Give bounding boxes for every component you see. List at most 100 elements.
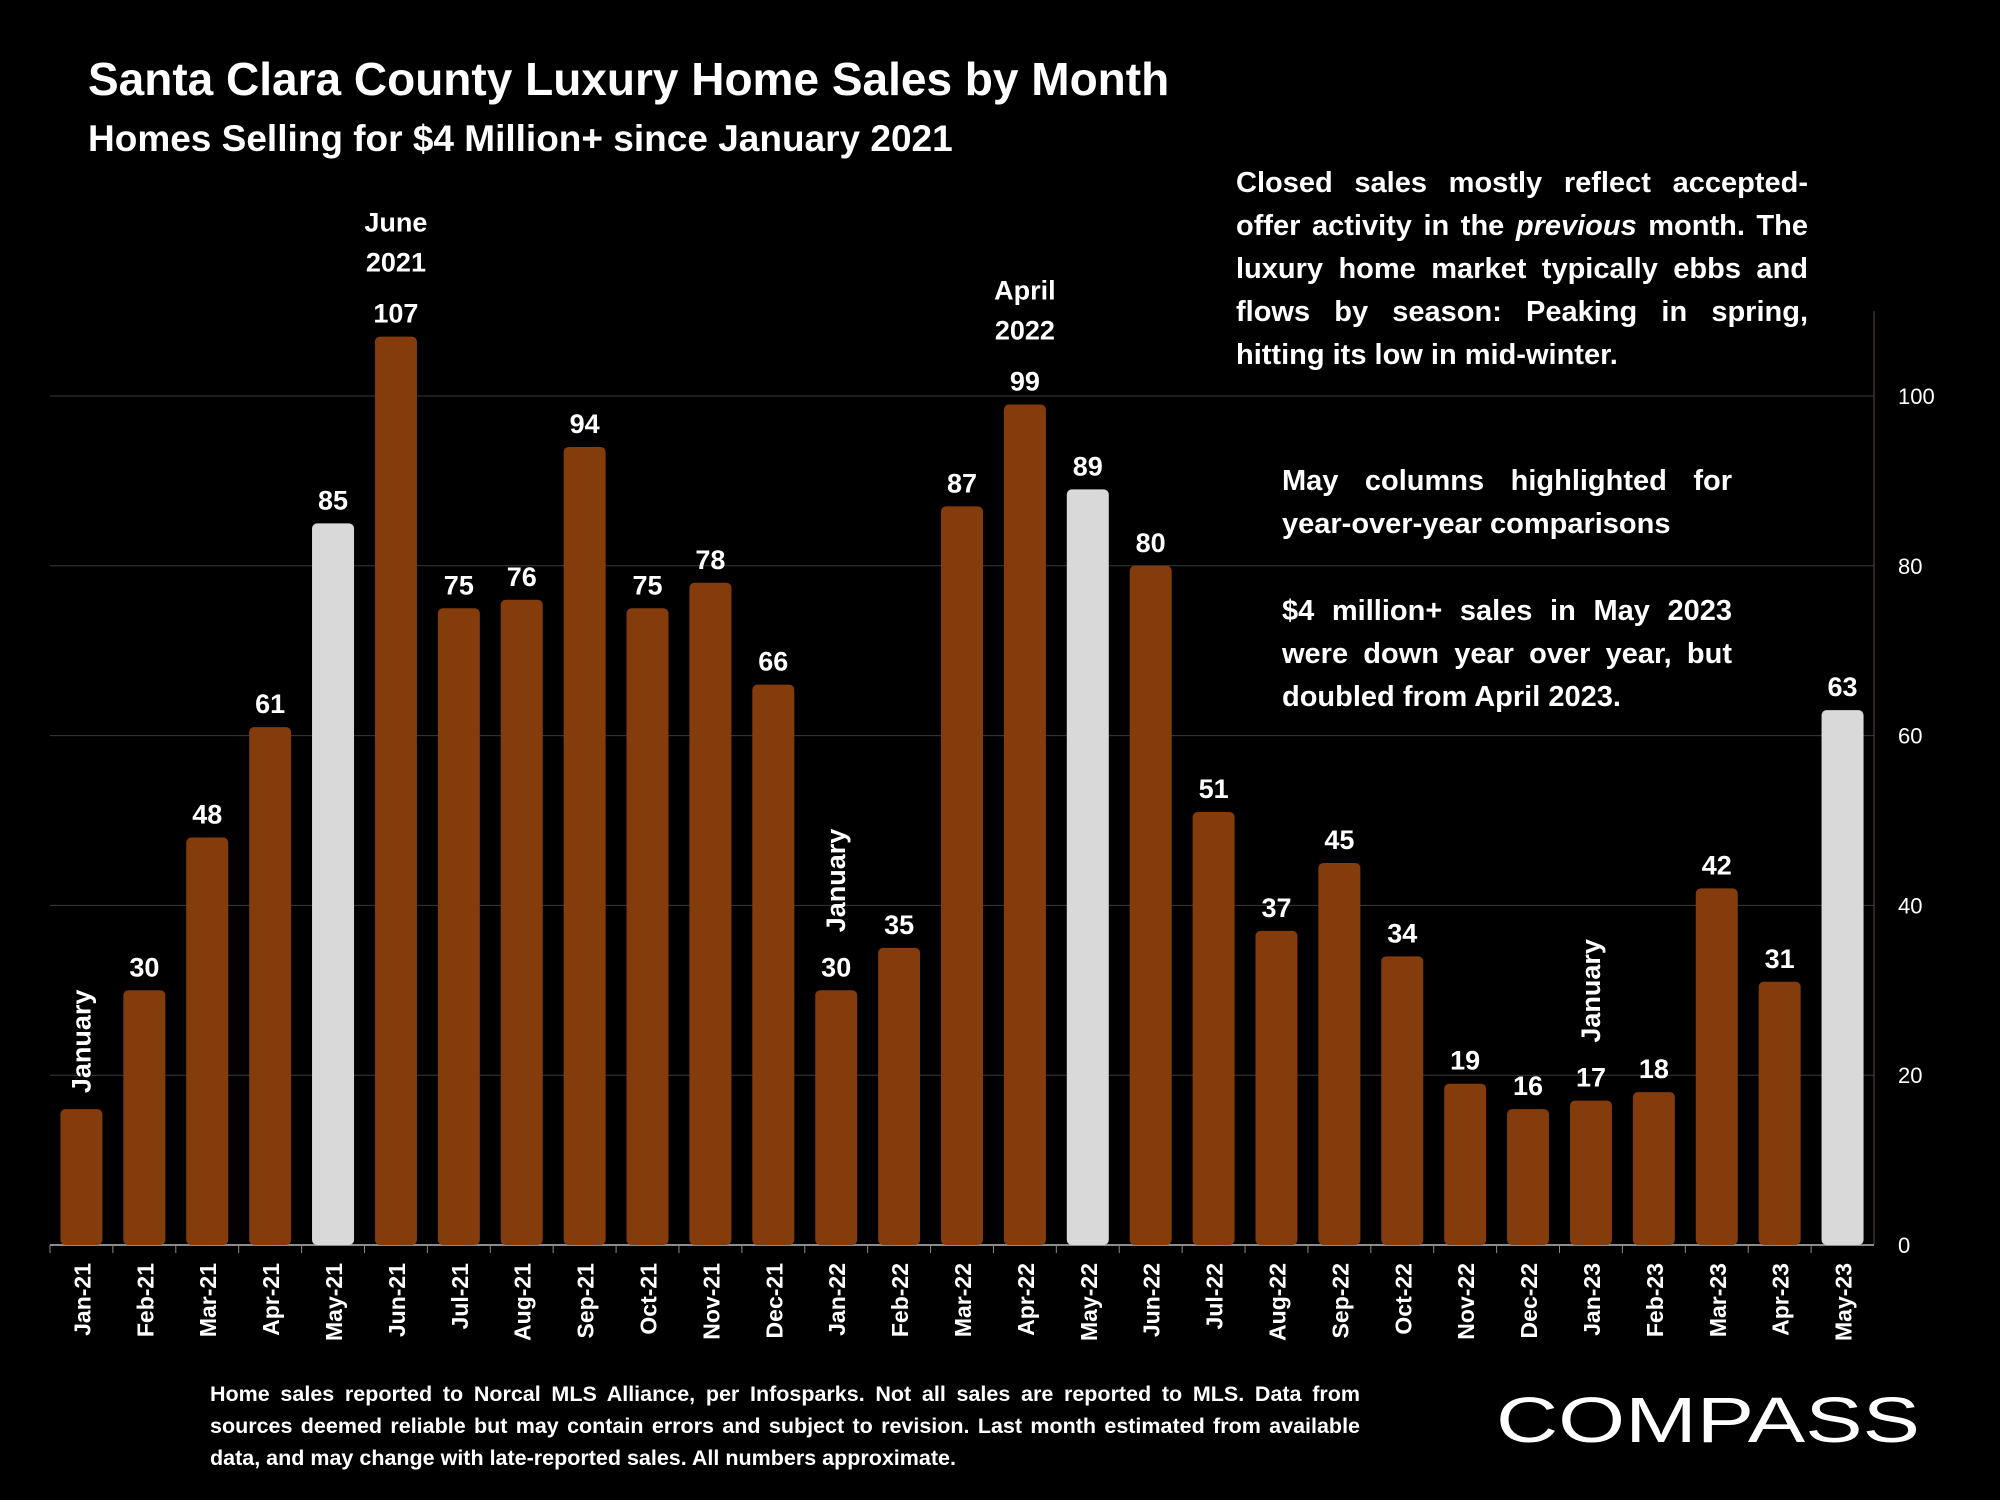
x-tick-label: Feb-22 <box>887 1263 913 1337</box>
x-tick-label: Mar-21 <box>195 1263 221 1337</box>
january-annotation: January <box>821 829 851 933</box>
bar-may-23 <box>1821 710 1864 1245</box>
x-tick-label: May-23 <box>1831 1263 1857 1341</box>
data-label: 78 <box>695 545 725 575</box>
x-tick-label: Dec-21 <box>761 1263 787 1339</box>
january-annotation: January <box>1576 939 1606 1043</box>
x-tick-label: Mar-22 <box>950 1263 976 1337</box>
seasonality-note-emphasis: previous <box>1515 210 1637 242</box>
seasonality-note-text-b: month. The luxury home market typically … <box>1236 210 1808 371</box>
compass-logo: COMPASS <box>1496 1384 1920 1454</box>
x-tick-label: Jan-23 <box>1579 1263 1605 1336</box>
x-tick-label: Jan-22 <box>824 1263 850 1336</box>
x-tick-label: Dec-22 <box>1516 1263 1542 1338</box>
x-tick-label: Jan-21 <box>69 1263 95 1336</box>
data-label: 42 <box>1702 850 1732 880</box>
data-label: 61 <box>255 689 285 719</box>
x-tick-label: Nov-22 <box>1453 1263 1479 1340</box>
x-tick-label: May-22 <box>1076 1263 1102 1341</box>
x-tick-label: Apr-23 <box>1768 1263 1794 1336</box>
may-2023-note: $4 million+ sales in May 2023 were down … <box>1282 595 1732 713</box>
bar-jun-22 <box>1129 565 1172 1245</box>
data-label: 30 <box>821 952 851 982</box>
data-label: 31 <box>1765 944 1795 974</box>
data-label: 48 <box>192 799 222 829</box>
x-tick-label: Sep-21 <box>573 1263 599 1339</box>
data-label: 19 <box>1450 1046 1480 1076</box>
y-tick-label: 0 <box>1898 1233 1910 1258</box>
y-tick-label: 20 <box>1898 1063 1922 1088</box>
data-label: 45 <box>1324 825 1354 855</box>
bar-may-22 <box>1066 489 1109 1245</box>
x-tick-label: Apr-22 <box>1013 1263 1039 1336</box>
y-tick-label: 80 <box>1898 554 1922 579</box>
x-tick-label: Oct-22 <box>1390 1263 1416 1335</box>
data-label: 94 <box>570 409 600 439</box>
bar-oct-21 <box>626 608 669 1245</box>
x-tick-label: Mar-23 <box>1705 1263 1731 1337</box>
bar-oct-22 <box>1381 956 1424 1245</box>
bar-nov-22 <box>1444 1083 1487 1245</box>
data-label: 63 <box>1828 672 1858 702</box>
y-tick-label: 100 <box>1898 384 1935 409</box>
data-label: 35 <box>884 910 914 940</box>
seasonality-note: Closed sales mostly reflect accepted-off… <box>1236 162 1808 377</box>
bar-sep-21 <box>563 446 606 1245</box>
data-label: 75 <box>632 570 662 600</box>
bar-jan-23 <box>1569 1100 1612 1245</box>
data-label: 51 <box>1199 774 1229 804</box>
bar-mar-22 <box>941 506 983 1245</box>
y-tick-label: 60 <box>1898 724 1922 749</box>
bar-may-21 <box>312 523 355 1245</box>
source-footnote: Home sales reported to Norcal MLS Allian… <box>210 1382 1360 1470</box>
y-tick-label: 40 <box>1898 893 1922 918</box>
data-label: 37 <box>1261 893 1291 923</box>
peak-annotation: June <box>364 208 427 238</box>
bar-apr-22 <box>1003 404 1046 1245</box>
bar-aug-21 <box>500 599 543 1245</box>
data-label: 30 <box>129 952 159 982</box>
bar-dec-22 <box>1507 1109 1550 1245</box>
x-tick-label: May-21 <box>321 1263 347 1341</box>
seasonality-note-text-a: Closed sales mostly reflect accepted-off… <box>1236 167 1808 242</box>
bar-sep-22 <box>1318 862 1361 1245</box>
data-label: 34 <box>1387 918 1417 948</box>
highlight-note: May columns highlighted for year-over-ye… <box>1282 465 1732 540</box>
bar-jan-22 <box>815 990 858 1245</box>
data-label: 18 <box>1639 1054 1669 1084</box>
data-label: 99 <box>1010 366 1040 396</box>
peak-annotation: 2021 <box>366 248 426 278</box>
data-label: 107 <box>373 299 418 329</box>
bar-mar-23 <box>1695 888 1738 1245</box>
january-annotation: January <box>66 990 96 1094</box>
data-label: 16 <box>1513 1071 1543 1101</box>
x-tick-label: Nov-21 <box>698 1263 724 1340</box>
bar-jan-21 <box>60 1109 103 1245</box>
data-label: 75 <box>444 570 474 600</box>
data-label: 17 <box>1576 1063 1606 1093</box>
bar-dec-21 <box>752 684 795 1245</box>
chart-subtitle: Homes Selling for $4 Million+ since Janu… <box>88 118 953 159</box>
peak-annotation: 2022 <box>995 315 1055 345</box>
x-tick-label: Sep-22 <box>1327 1263 1353 1338</box>
peak-annotation: April <box>994 275 1056 305</box>
bar-feb-23 <box>1632 1092 1675 1245</box>
data-label: 76 <box>507 562 537 592</box>
bar-apr-23 <box>1758 981 1801 1245</box>
bar-jul-22 <box>1192 812 1235 1245</box>
chart-title: Santa Clara County Luxury Home Sales by … <box>88 53 1170 105</box>
bar-apr-21 <box>249 727 292 1245</box>
bar-feb-22 <box>878 947 921 1245</box>
x-tick-label: Apr-21 <box>258 1263 284 1336</box>
x-tick-label: Feb-21 <box>132 1263 158 1337</box>
data-label: 80 <box>1136 528 1166 558</box>
bar-aug-22 <box>1255 930 1298 1245</box>
x-tick-label: Jun-22 <box>1139 1263 1165 1337</box>
compass-logo-text: COMPASS <box>1496 1384 1920 1454</box>
x-tick-label: Oct-21 <box>636 1263 662 1335</box>
bar-feb-21 <box>123 990 166 1245</box>
x-tick-label: Jul-22 <box>1202 1263 1228 1329</box>
x-tick-label: Aug-22 <box>1264 1263 1290 1341</box>
bar-mar-21 <box>186 837 229 1245</box>
